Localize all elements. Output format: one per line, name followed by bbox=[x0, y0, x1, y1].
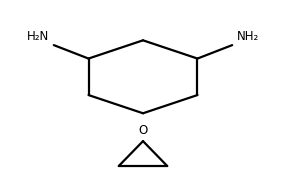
Text: H₂N: H₂N bbox=[27, 30, 49, 43]
Text: O: O bbox=[138, 124, 148, 137]
Text: NH₂: NH₂ bbox=[237, 30, 259, 43]
